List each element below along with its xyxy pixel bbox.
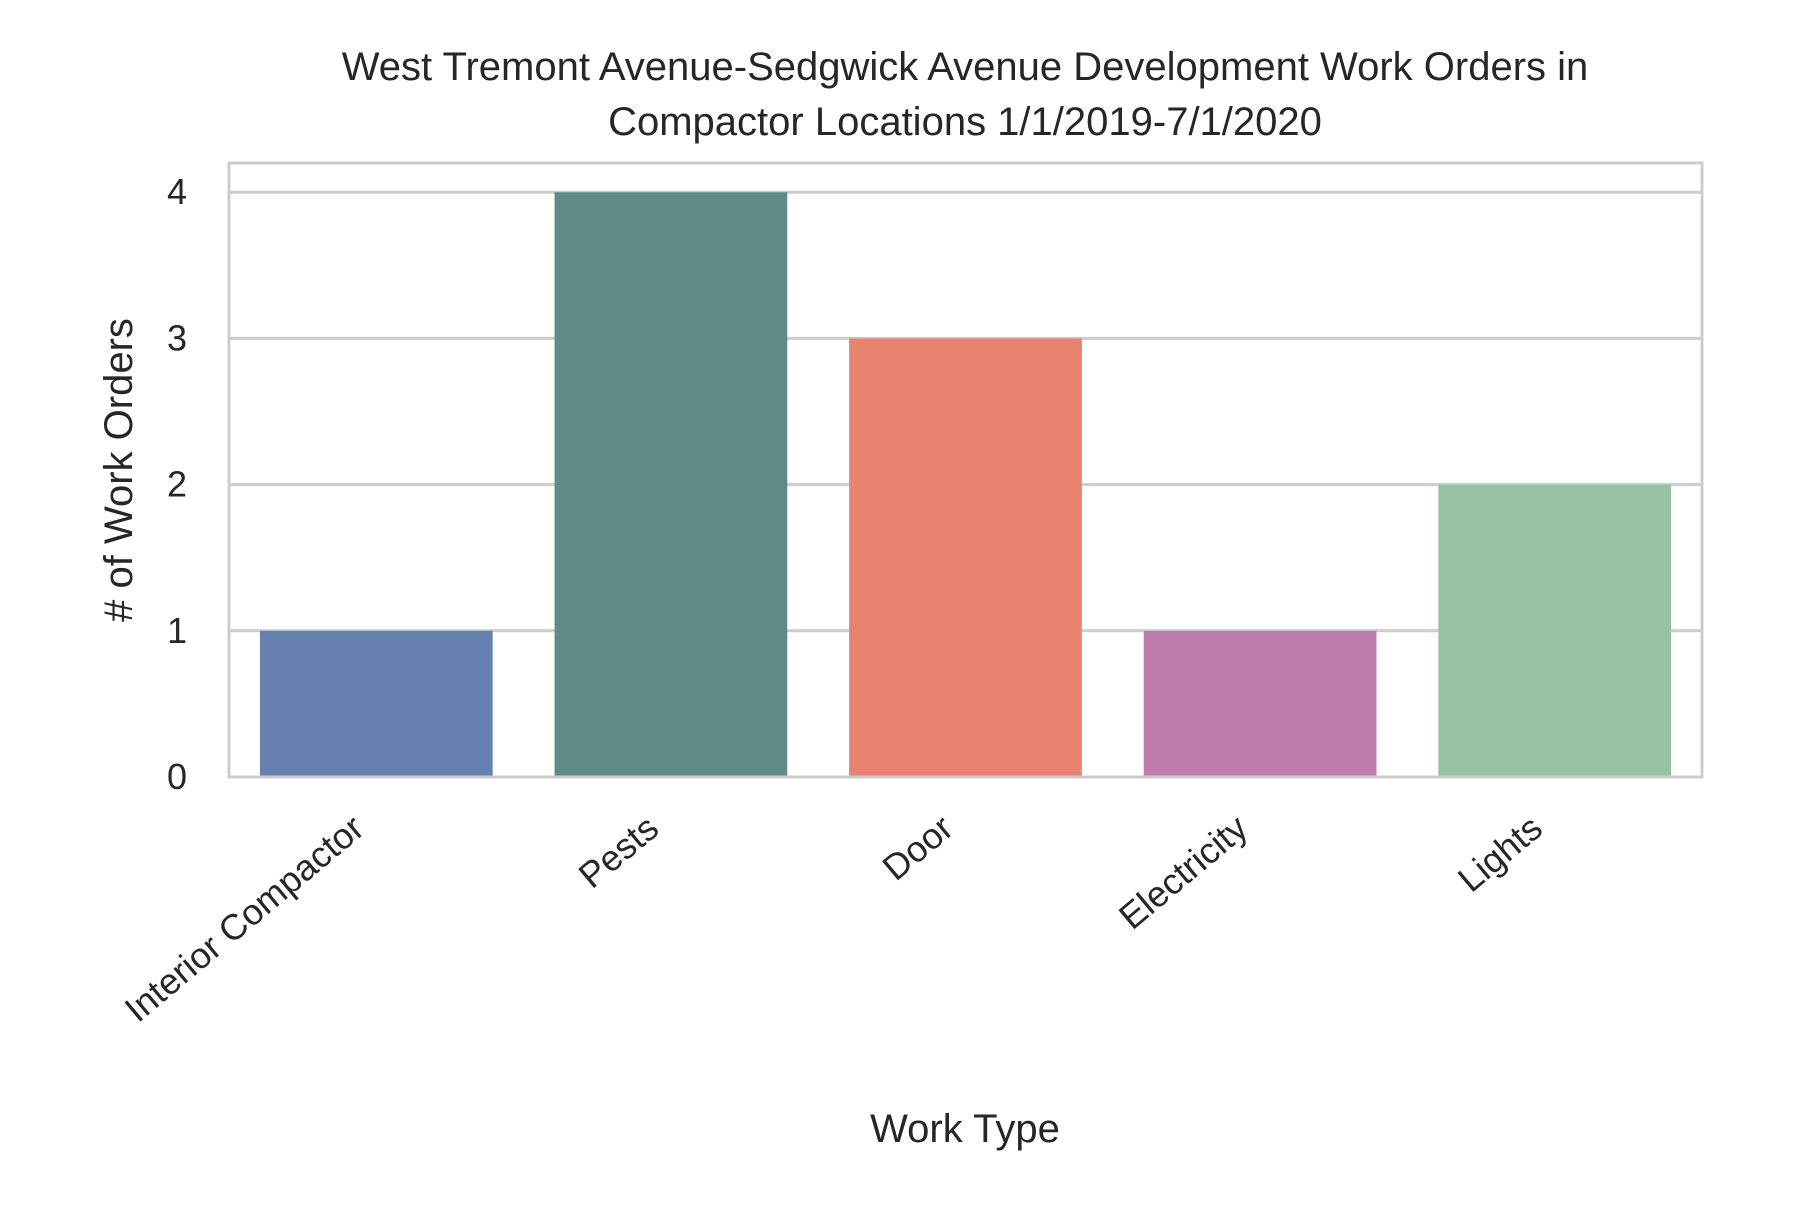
x-tick-label: Pests	[571, 807, 666, 896]
x-tick-label: Electricity	[1111, 807, 1255, 937]
y-tick-label: 2	[167, 464, 187, 505]
bar-electricity	[1143, 630, 1377, 777]
x-tick-labels: Interior Compactor Pests Door Electricity Li…	[117, 807, 1550, 1030]
x-axis-label: Work Type	[870, 1107, 1060, 1151]
chart-title-line-1: West Tremont Avenue-Sedgwick Avenue Deve…	[342, 45, 1589, 89]
y-tick-label: 1	[167, 610, 187, 651]
y-axis-label: # of Work Orders	[97, 318, 141, 622]
bar-lights	[1438, 484, 1672, 777]
y-tick-label: 4	[167, 171, 187, 212]
bar-door	[849, 338, 1082, 777]
plot-frame	[227, 161, 1704, 779]
chart-title-line-2: Compactor Locations 1/1/2019-7/1/2020	[608, 100, 1322, 144]
bar-interior-compactor	[259, 630, 493, 777]
x-tick-label: Door	[875, 807, 961, 889]
y-tick-labels: 0 1 2 3 4	[167, 171, 187, 797]
bars	[259, 192, 1672, 777]
bar-pests	[554, 192, 788, 777]
x-tick-label: Interior Compactor	[117, 807, 372, 1030]
y-tick-label: 0	[167, 756, 187, 797]
y-tick-label: 3	[167, 317, 187, 358]
x-tick-label: Lights	[1450, 807, 1550, 900]
